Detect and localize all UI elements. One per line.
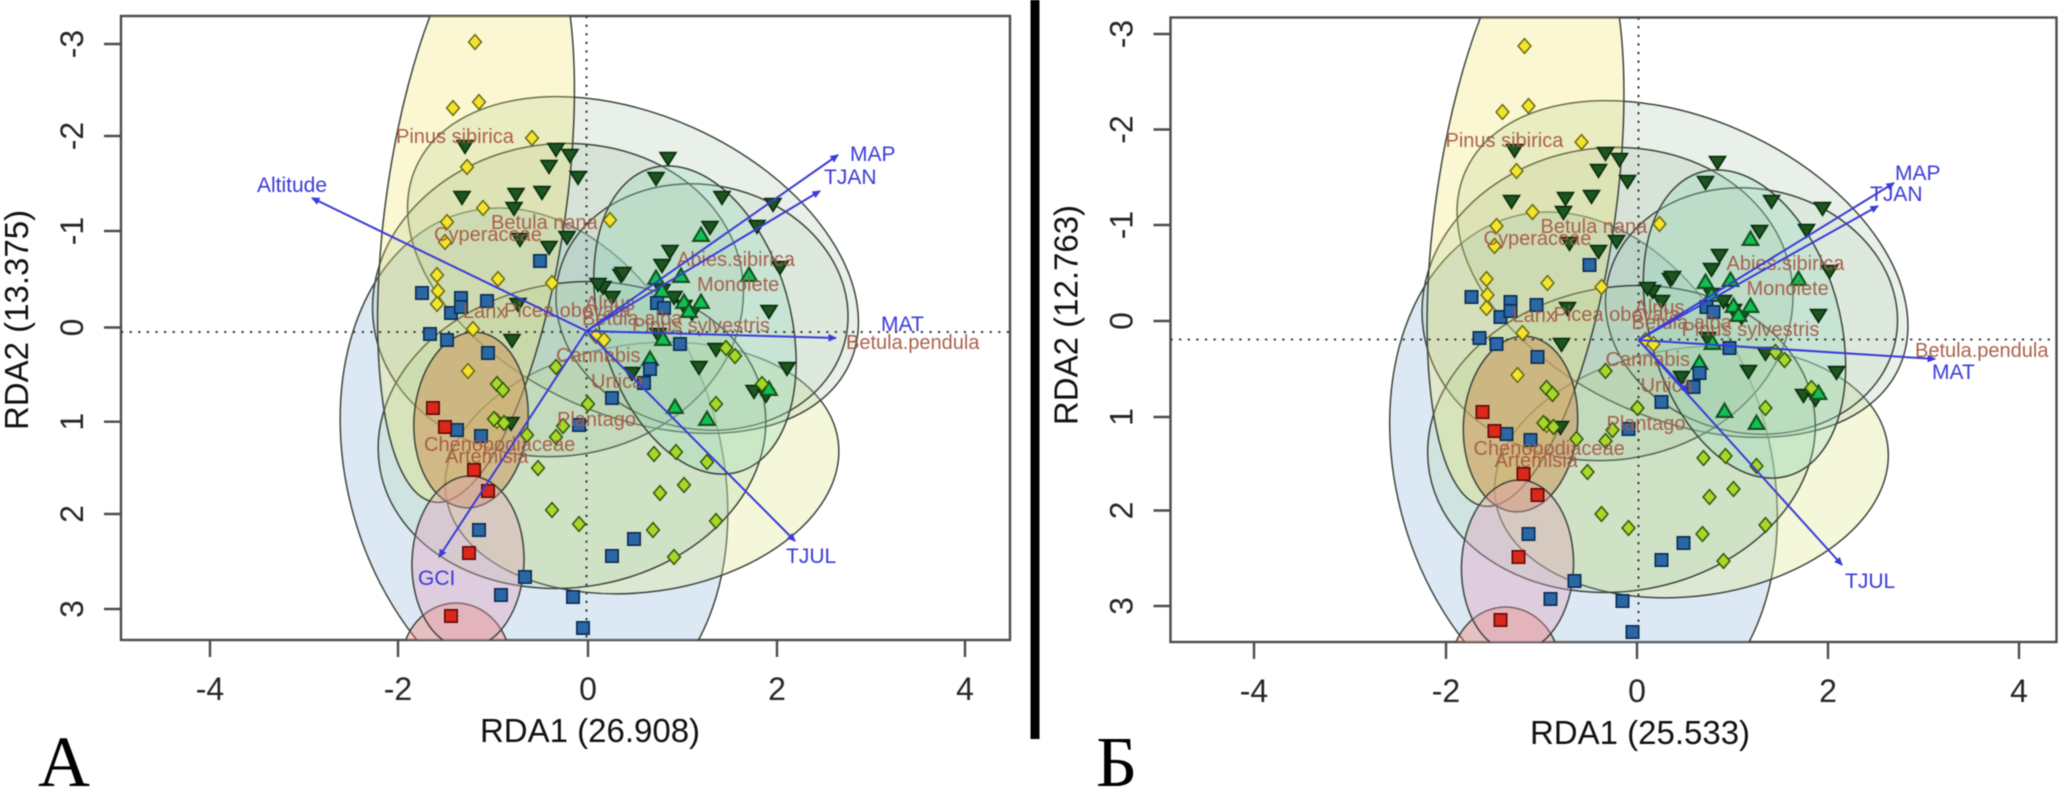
svg-text:А: А <box>38 722 90 800</box>
svg-text:TJUL: TJUL <box>786 545 836 568</box>
svg-text:Cyperaceae: Cyperaceae <box>434 224 542 246</box>
svg-text:-1: -1 <box>54 217 90 245</box>
svg-text:0: 0 <box>54 319 90 337</box>
svg-text:MAT: MAT <box>1932 361 1975 384</box>
svg-text:MAP: MAP <box>1895 162 1941 185</box>
svg-text:4: 4 <box>2010 673 2028 709</box>
svg-text:4: 4 <box>956 671 974 707</box>
svg-text:Larix: Larix <box>463 301 506 323</box>
svg-text:Betula.pendula: Betula.pendula <box>1915 340 2049 362</box>
svg-text:RDA1 (25.533): RDA1 (25.533) <box>1530 714 1750 751</box>
svg-text:2: 2 <box>54 505 90 523</box>
svg-text:Cannabis: Cannabis <box>556 345 641 367</box>
svg-text:Abies.sibirica: Abies.sibirica <box>677 249 796 271</box>
svg-text:-3: -3 <box>54 30 90 58</box>
svg-text:RDA2 (13.375): RDA2 (13.375) <box>0 210 35 430</box>
svg-text:-1: -1 <box>1104 211 1140 239</box>
svg-text:-2: -2 <box>1104 115 1140 143</box>
svg-text:Betula.pendula: Betula.pendula <box>846 332 980 354</box>
svg-text:Б: Б <box>1096 722 1137 800</box>
svg-text:2: 2 <box>1819 673 1837 709</box>
svg-text:2: 2 <box>768 671 786 707</box>
svg-text:-3: -3 <box>1104 20 1140 48</box>
svg-text:1: 1 <box>1104 408 1140 426</box>
svg-text:RDA2 (12.763): RDA2 (12.763) <box>1048 205 1085 425</box>
svg-text:0: 0 <box>1628 673 1646 709</box>
svg-text:Plantago: Plantago <box>557 409 636 431</box>
svg-text:MAP: MAP <box>850 143 896 166</box>
svg-text:1: 1 <box>54 413 90 431</box>
svg-text:3: 3 <box>54 600 90 618</box>
svg-text:TJUL: TJUL <box>1845 570 1895 593</box>
svg-text:3: 3 <box>1104 597 1140 615</box>
svg-text:Monolete: Monolete <box>697 274 779 296</box>
svg-text:Pinus sibirica: Pinus sibirica <box>396 126 515 148</box>
svg-text:Betula nana: Betula nana <box>491 212 599 234</box>
svg-text:-2: -2 <box>1432 673 1460 709</box>
svg-text:TJAN: TJAN <box>1870 183 1923 206</box>
svg-text:0: 0 <box>1104 312 1140 330</box>
svg-text:2: 2 <box>1104 502 1140 520</box>
svg-text:Altitude: Altitude <box>257 174 327 197</box>
svg-text:-4: -4 <box>196 671 224 707</box>
svg-text:0: 0 <box>579 671 597 707</box>
svg-text:Betula alba: Betula alba <box>582 308 683 330</box>
svg-text:Chenopodiaceae: Chenopodiaceae <box>424 434 575 456</box>
svg-text:GCI: GCI <box>418 567 455 590</box>
svg-text:RDA1 (26.908): RDA1 (26.908) <box>480 712 700 749</box>
svg-text:Pinus sylvestris: Pinus sylvestris <box>632 315 770 337</box>
svg-text:Artemisia: Artemisia <box>445 446 529 468</box>
svg-text:-2: -2 <box>384 671 412 707</box>
svg-text:TJAN: TJAN <box>824 166 877 189</box>
svg-text:-4: -4 <box>1240 673 1268 709</box>
svg-text:-2: -2 <box>54 122 90 150</box>
svg-text:MAT: MAT <box>881 313 924 336</box>
